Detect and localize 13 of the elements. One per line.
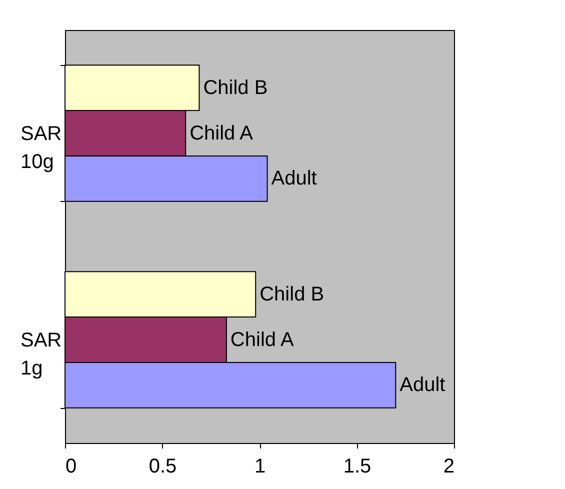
x-tick-label: 0: [66, 456, 77, 478]
x-tick-label: 1: [254, 456, 266, 478]
y-tick-label: SAR 10g: [20, 122, 62, 173]
text: Child A: [230, 328, 294, 351]
x-tick-label: 0.5: [148, 456, 177, 478]
text: Adult: [400, 374, 446, 396]
x-tick-label: 2: [443, 456, 454, 478]
series-label: Adult: [271, 168, 318, 190]
series-label: Child B: [203, 76, 268, 99]
series-label: Child A: [190, 122, 254, 144]
x-tick-label: 1.5: [343, 456, 372, 478]
text: Child B: [260, 283, 324, 306]
y-tick-label: SAR 1g: [20, 329, 62, 380]
